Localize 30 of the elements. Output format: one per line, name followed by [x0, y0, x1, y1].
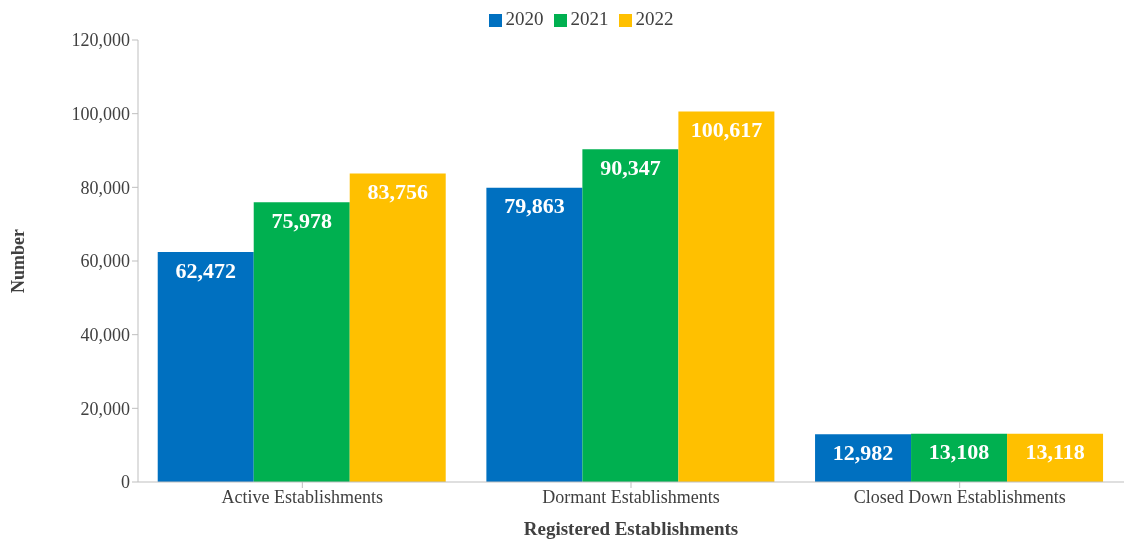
bar — [582, 149, 679, 482]
bar — [157, 251, 254, 482]
y-axis-title: Number — [8, 229, 29, 293]
legend-label: 2020 — [505, 8, 544, 29]
y-tick-label: 0 — [121, 472, 130, 493]
bar — [349, 173, 446, 482]
y-tick-label: 20,000 — [80, 398, 130, 419]
bar — [253, 202, 350, 482]
y-tick-label: 60,000 — [80, 251, 130, 272]
legend-label: 2022 — [635, 8, 674, 29]
x-tick-label: Active Establishments — [221, 486, 384, 507]
data-label: 13,108 — [928, 439, 990, 465]
data-label: 90,347 — [600, 154, 661, 180]
y-tick-label: 100,000 — [71, 104, 130, 125]
x-tick-label: Closed Down Establishments — [853, 486, 1066, 507]
bar — [486, 187, 583, 482]
data-label: 12,982 — [832, 439, 894, 465]
x-axis-title: Registered Establishments — [522, 518, 740, 540]
data-label: 62,472 — [175, 257, 236, 283]
data-label: 100,617 — [690, 117, 763, 143]
y-tick-label: 120,000 — [71, 30, 130, 51]
y-tick-label: 40,000 — [80, 325, 130, 346]
data-label: 13,118 — [1025, 439, 1085, 465]
bar — [678, 111, 775, 482]
y-tick-label: 80,000 — [80, 177, 130, 198]
legend-label: 2021 — [570, 8, 609, 29]
x-tick-label: Dormant Establishments — [542, 486, 720, 507]
data-label: 79,863 — [504, 193, 565, 219]
data-label: 83,756 — [367, 179, 428, 205]
data-label: 75,978 — [271, 207, 332, 233]
